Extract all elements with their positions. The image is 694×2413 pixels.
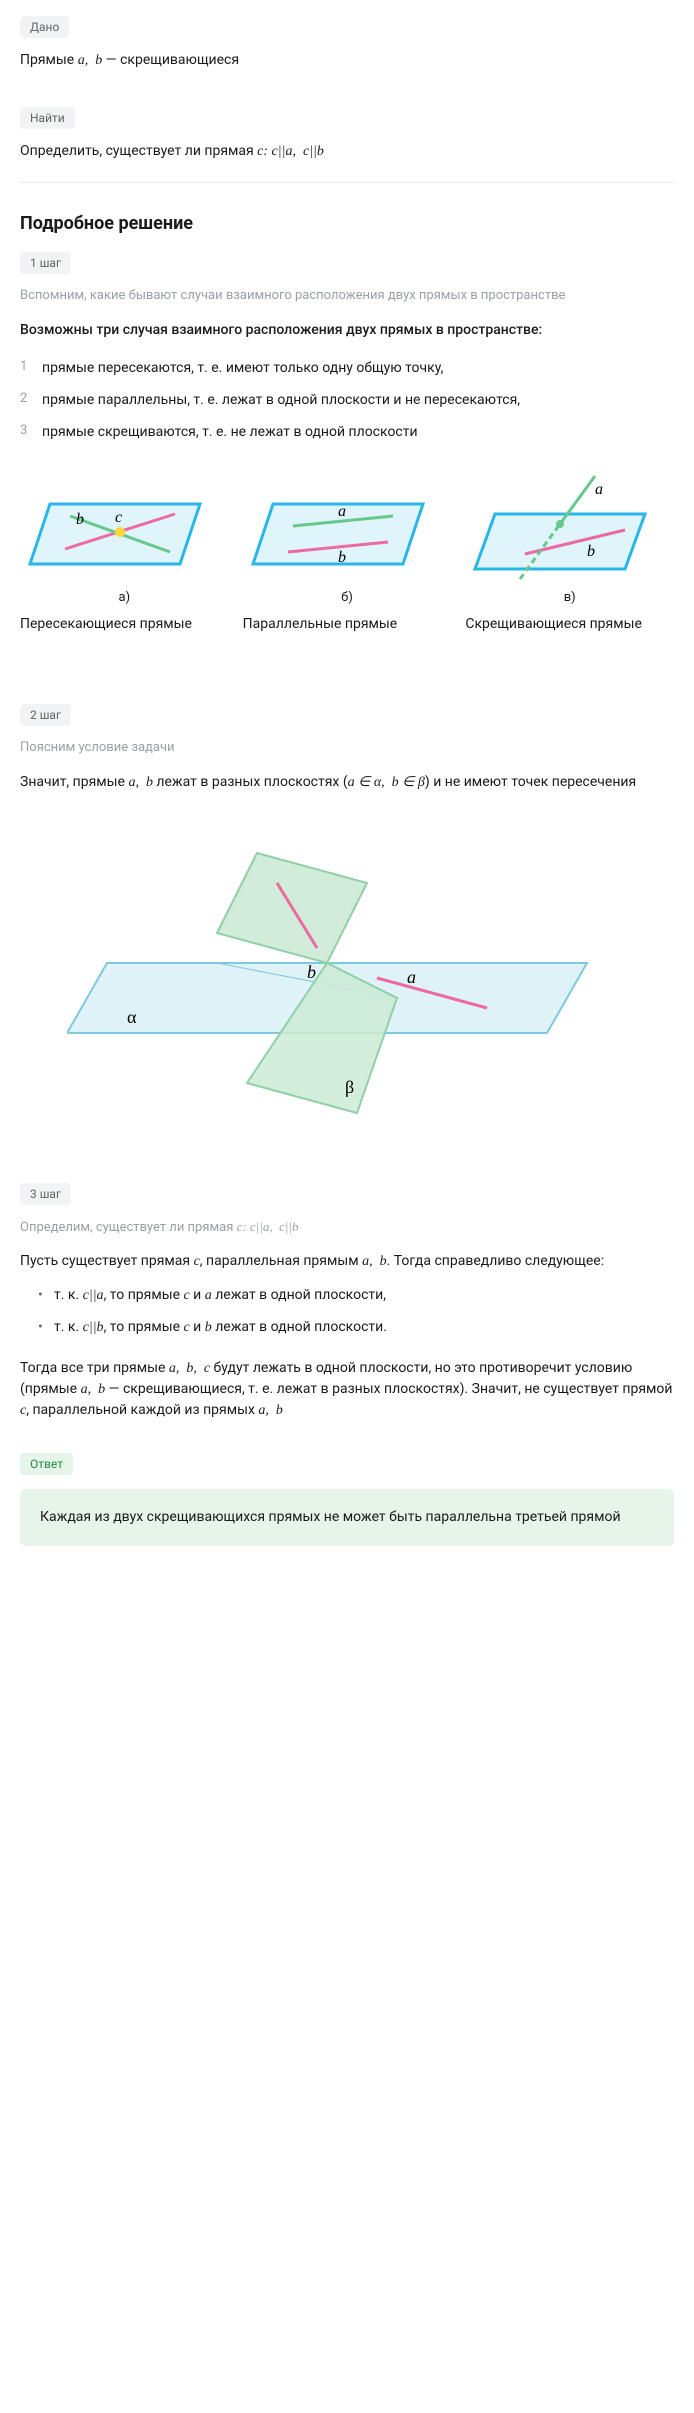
step3-para2: Тогда все три прямые a, b, c будут лежат… (20, 1358, 674, 1421)
b-mid: , то прямые (104, 1319, 184, 1335)
s2-math: a ∈ α, b ∈ β (348, 775, 425, 790)
lbl-b2: b (338, 549, 346, 566)
lbl-b3: b (587, 543, 595, 560)
list-item: 1 прямые пересекаются, т. е. имеют только… (20, 357, 674, 379)
fig-b-svg: a b (243, 474, 443, 584)
step2-note: Поясним условие задачи (20, 738, 674, 758)
item-text: прямые пересекаются, т. е. имеют только … (42, 360, 443, 376)
step1-figure-row: b c а) Пересекающиеся прямые a b б) Пара… (20, 474, 674, 635)
step2-text: Значит, прямые a, b лежат в разных плоск… (20, 772, 674, 793)
bullet-item: т. к. c||b, то прямые c и b лежат в одно… (38, 1316, 674, 1340)
find-math: c: c||a, c||b (257, 144, 324, 159)
s3p2-ab2: a, b (258, 1403, 283, 1418)
b-post: лежат в одной плоскости. (212, 1319, 387, 1335)
item-text: прямые скрещиваются, т. е. не лежат в од… (42, 424, 418, 440)
step1-lead: Возможны три случая взаимного расположен… (20, 320, 674, 341)
step3-note: Определим, существует ли прямая c: c||a,… (20, 1217, 674, 1238)
b-mid2: и (190, 1319, 205, 1335)
solution-heading: Подробное решение (20, 213, 674, 234)
lbl-b4: b (307, 962, 316, 982)
s3-note-math: c: c||a, c||b (237, 1219, 299, 1234)
b-m3: a (205, 1288, 212, 1303)
s3p2-mid2: — скрещивающиеся, т. е. лежат в разных п… (105, 1381, 672, 1397)
answer-box: Каждая из двух скрещивающихся прямых не … (20, 1489, 674, 1546)
fig-b-type: Параллельные прямые (243, 615, 452, 635)
step2-badge: 2 шаг (20, 704, 71, 726)
s3p1-pre: Пусть существует прямая (20, 1253, 194, 1269)
lbl-alpha: α (127, 1007, 137, 1027)
s3p1-mid: , параллельная прямым (200, 1253, 362, 1269)
fig-c-cell: a b в) Скрещивающиеся прямые (465, 474, 674, 635)
given-post: — скрещивающиеся (102, 52, 239, 68)
item-num: 2 (20, 389, 27, 410)
fig-b-caption: б) (243, 590, 452, 605)
b-mid: , то прямые (104, 1287, 184, 1303)
s2-pre: Значит, прямые (20, 774, 128, 790)
fig-a-type: Пересекающиеся прямые (20, 615, 229, 635)
fig-b-cell: a b б) Параллельные прямые (243, 474, 452, 635)
b-m1: c||a (83, 1288, 104, 1303)
given-badge: Дано (20, 16, 69, 38)
b-post: лежат в одной плоскости, (212, 1287, 386, 1303)
s2-mid2: лежат в разных плоскостях ( (153, 774, 348, 790)
s3p2-abc: a, b, c (169, 1361, 210, 1376)
s3p2-ab: a, b (81, 1382, 106, 1397)
dot-pierce (556, 520, 564, 528)
fig2-svg: α β a b (67, 833, 627, 1133)
lbl-a2: a (595, 481, 603, 498)
fig-a-svg: b c (20, 474, 220, 584)
s2-post: ) и не имеют точек пересечения (425, 774, 636, 790)
b-pre: т. к. (54, 1287, 83, 1303)
lbl-a3: a (407, 967, 416, 987)
item-num: 3 (20, 421, 27, 442)
b-m1: c||b (83, 1320, 104, 1335)
step3-para1: Пусть существует прямая c, параллельная … (20, 1251, 674, 1272)
step3-bullets: т. к. c||a, то прямые c и a лежат в одно… (38, 1284, 674, 1340)
step2-figure: α β a b (67, 833, 627, 1133)
answer-badge: Ответ (20, 1453, 73, 1475)
b-mid2: и (190, 1287, 205, 1303)
s3p1-ab: a, b (362, 1254, 387, 1269)
lbl-beta: β (345, 1077, 354, 1097)
fig-c-svg: a b (465, 474, 665, 584)
item-text: прямые параллельны, т. е. лежат в одной … (42, 392, 520, 408)
s2-m1: a, b (128, 775, 153, 790)
fig-a-cell: b c а) Пересекающиеся прямые (20, 474, 229, 635)
s3p1-post: . Тогда справедливо следующее: (387, 1253, 605, 1269)
dot-intersect (115, 527, 125, 537)
find-pre: Определить, существует ли прямая (20, 143, 257, 159)
b-m3: b (205, 1320, 212, 1335)
divider (20, 182, 674, 183)
list-item: 3 прямые скрещиваются, т. е. не лежат в о… (20, 421, 674, 443)
lbl-b: b (76, 511, 84, 528)
step1-badge: 1 шаг (20, 252, 71, 274)
bullet-item: т. к. c||a, то прямые c и a лежат в одно… (38, 1284, 674, 1308)
find-badge: Найти (20, 107, 75, 129)
s3p2-mid3: , параллельной каждой из прямых (26, 1402, 258, 1418)
given-pre: Прямые (20, 52, 78, 68)
fig-a-caption: а) (20, 590, 229, 605)
lbl-a: a (338, 503, 346, 520)
list-item: 2 прямые параллельны, т. е. лежат в одной… (20, 389, 674, 411)
step3-badge: 3 шаг (20, 1183, 71, 1205)
fig-c-caption: в) (465, 590, 674, 605)
fig-c-type: Скрещивающиеся прямые (465, 615, 674, 635)
find-text: Определить, существует ли прямая c: c||a… (20, 141, 674, 162)
b-pre: т. к. (54, 1319, 83, 1335)
item-num: 1 (20, 357, 27, 378)
step1-list: 1 прямые пересекаются, т. е. имеют только… (20, 357, 674, 444)
given-math: a, b (78, 53, 103, 68)
step1-note: Вспомним, какие бывают случаи взаимного … (20, 286, 674, 306)
s3-note-pre: Определим, существует ли прямая (20, 1220, 237, 1235)
lbl-c: c (115, 509, 122, 526)
given-text: Прямые a, b — скрещивающиеся (20, 50, 674, 71)
s3p2-pre: Тогда все три прямые (20, 1360, 169, 1376)
